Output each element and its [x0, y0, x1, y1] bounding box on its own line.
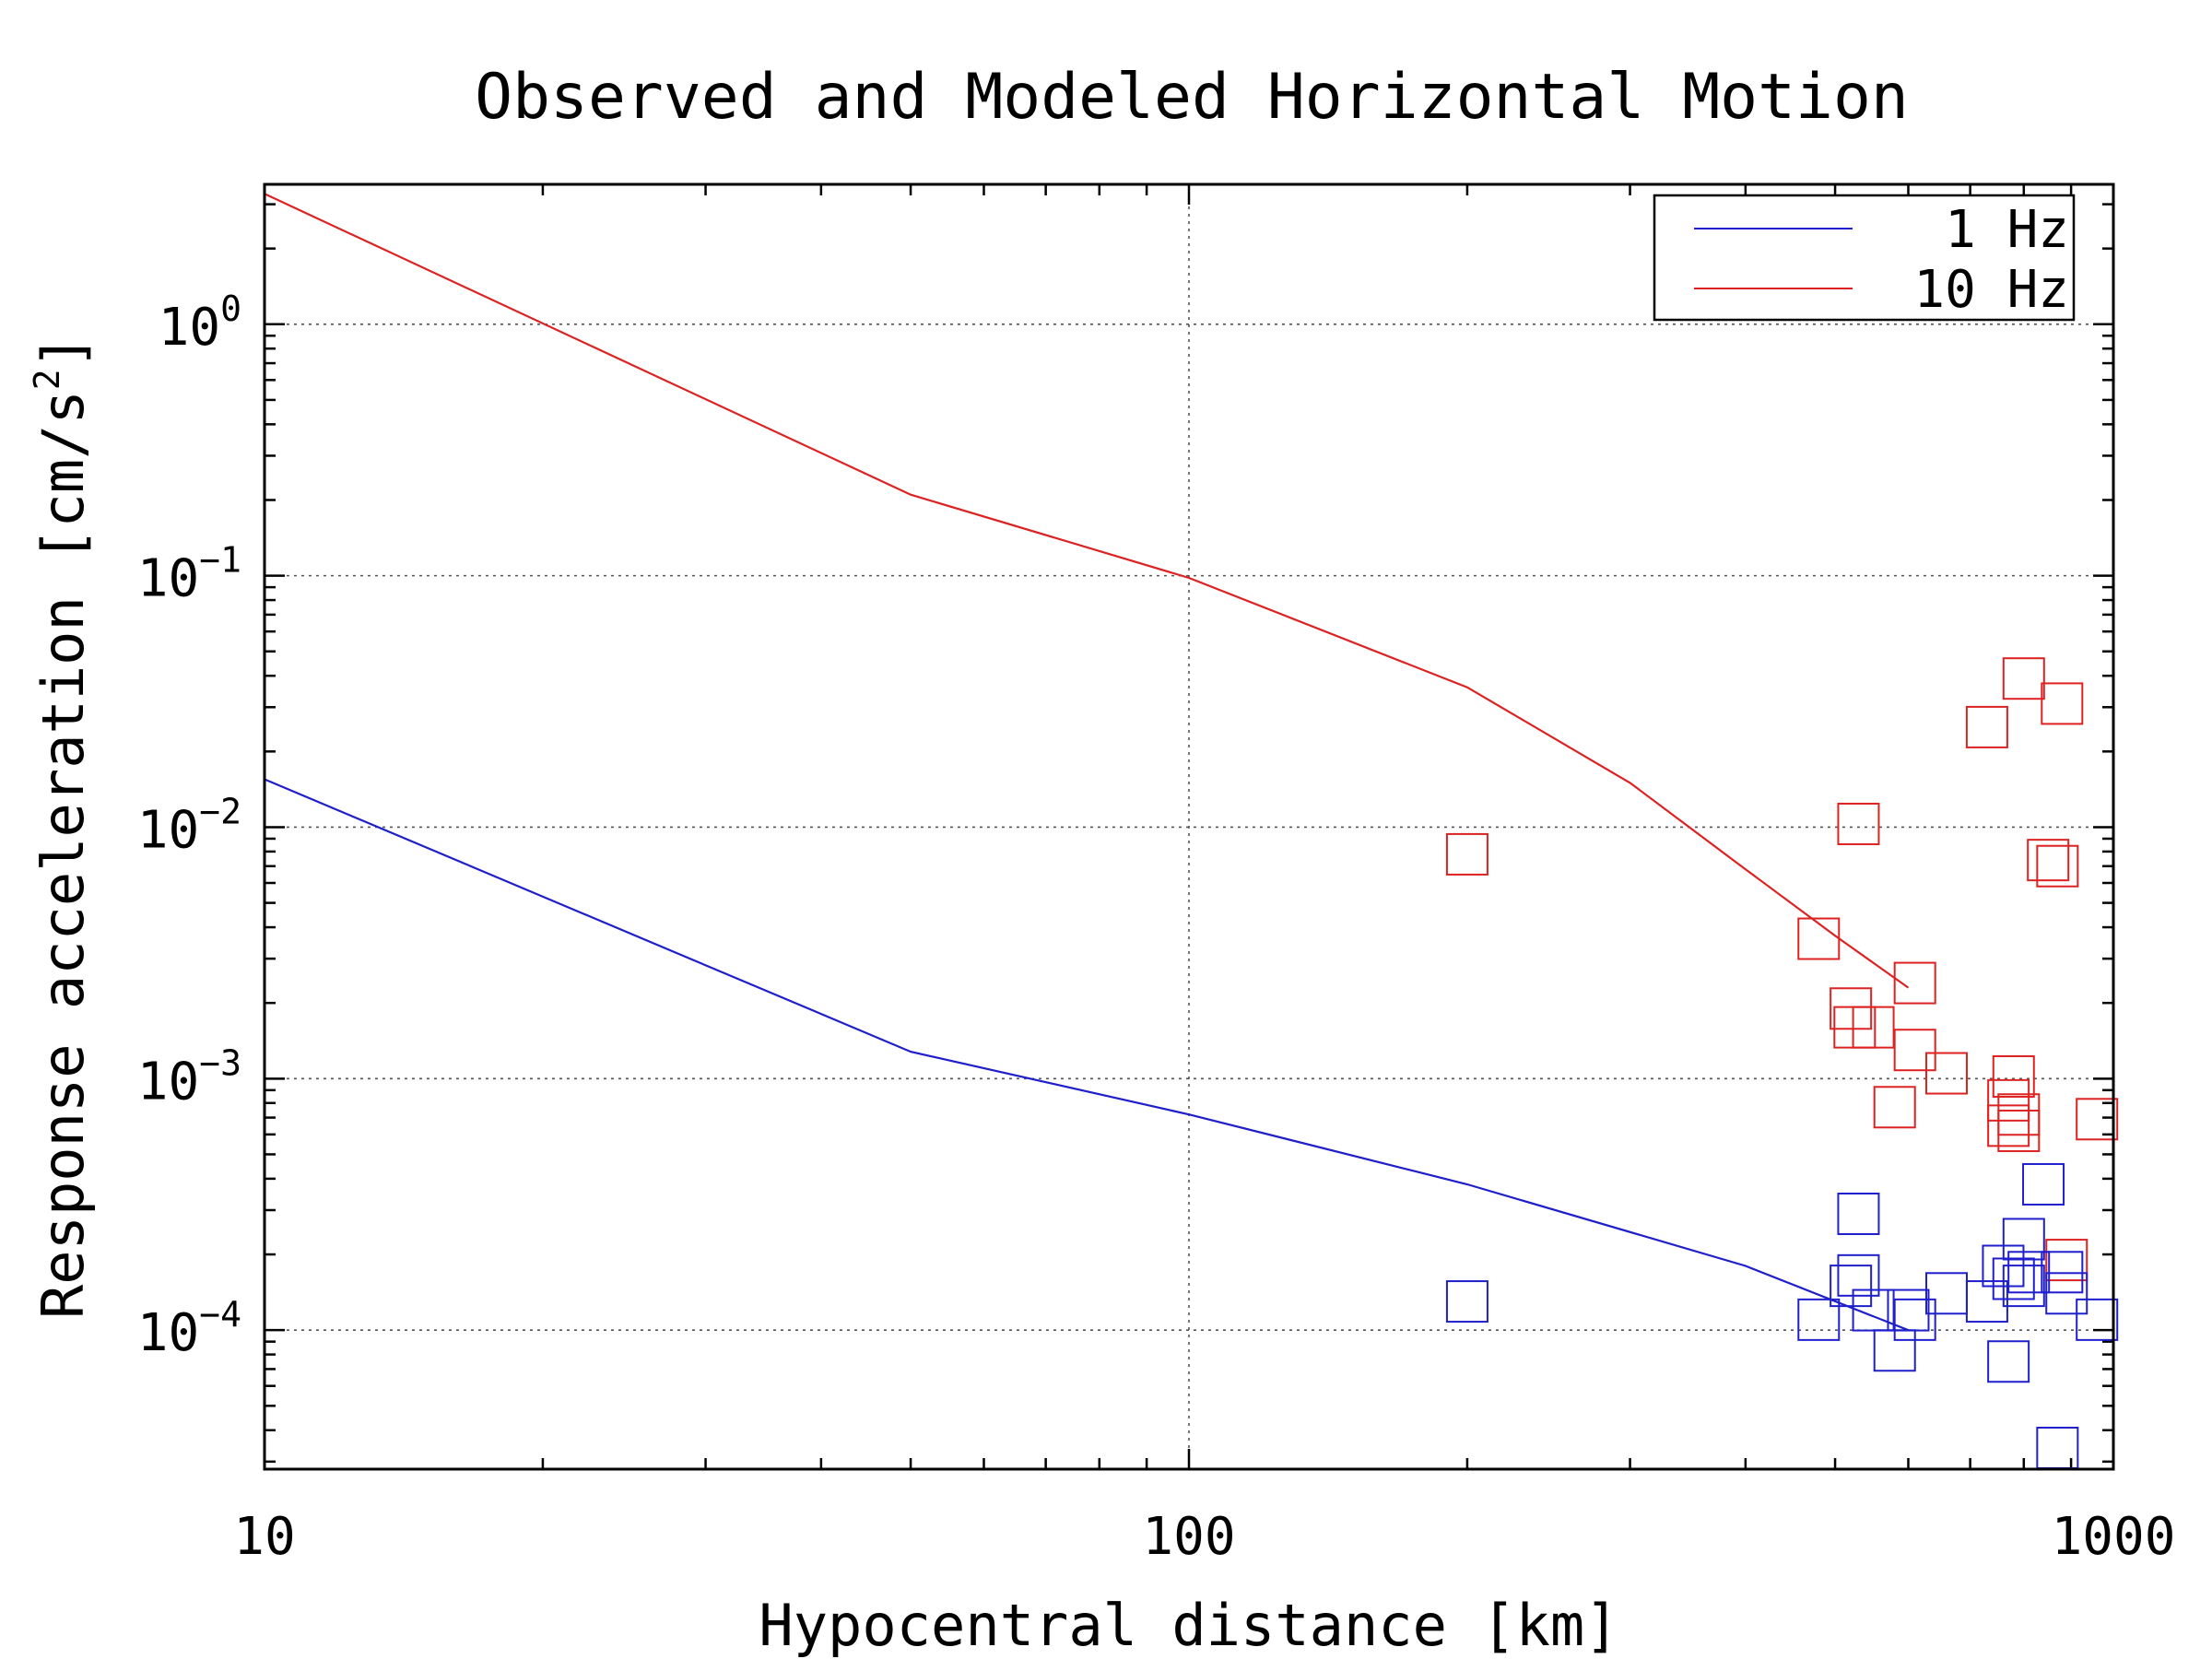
data-point-marker	[1887, 1288, 1930, 1332]
y-tick-label: 10−3	[137, 1042, 241, 1112]
data-point-marker	[1873, 1086, 1916, 1129]
y-tick-labels: 100 10−1 10−2 10−3 10−4	[137, 288, 241, 1363]
legend-box	[1653, 194, 2076, 322]
data-point-marker	[1830, 987, 1873, 1030]
data-point-marker	[2027, 839, 2070, 882]
series-line	[264, 778, 1909, 1332]
plot-series	[264, 193, 2119, 1469]
data-point-marker	[1893, 1298, 1936, 1341]
tick-marks	[263, 184, 2113, 1469]
data-point-marker	[1833, 1006, 1877, 1049]
data-point-marker	[1987, 1104, 2030, 1147]
x-tick-labels: 10 100 1000	[233, 1507, 2175, 1567]
y-tick-label: 100	[159, 288, 241, 358]
legend: 1 Hz 10 Hz	[1653, 194, 2076, 322]
data-point-marker	[1965, 1280, 2008, 1324]
data-point-marker	[2076, 1298, 2119, 1341]
data-point-marker	[2041, 682, 2084, 725]
data-point-marker	[2022, 1162, 2065, 1206]
data-point-marker	[1987, 1078, 2030, 1122]
legend-label-10hz: 10 Hz	[1913, 260, 2069, 320]
data-point-marker	[1445, 1280, 1488, 1324]
data-point-marker	[1925, 1052, 1969, 1095]
y-tick-label: 10−4	[137, 1294, 241, 1363]
grid	[265, 184, 2113, 1469]
x-tick-label: 1000	[2052, 1507, 2176, 1567]
data-point-marker	[1997, 1109, 2041, 1152]
plot-frame	[263, 182, 2115, 1471]
data-point-marker	[2036, 844, 2079, 888]
legend-label-1hz: 1 Hz	[1945, 200, 2069, 260]
data-point-marker	[1837, 802, 1880, 845]
data-point-marker	[1893, 961, 1936, 1005]
data-point-marker	[1925, 1272, 1969, 1315]
data-point-marker	[2002, 657, 2045, 700]
data-point-marker	[1987, 1340, 2030, 1383]
y-tick-label: 10−2	[137, 791, 241, 860]
data-point-marker	[2002, 1218, 2045, 1261]
data-point-marker	[1852, 1288, 1895, 1332]
data-point-marker	[2007, 1251, 2051, 1294]
data-point-marker	[1837, 1192, 1880, 1235]
data-point-marker	[2045, 1272, 2088, 1315]
data-point-marker	[1797, 1298, 1841, 1341]
y-axis-label-sup: 2	[27, 369, 67, 390]
series-line	[264, 193, 1910, 989]
data-point-marker	[2041, 1251, 2084, 1294]
data-point-marker	[2045, 1239, 2088, 1282]
y-axis-label-tail: ]	[29, 335, 97, 369]
svg-text:Response acceleration [cm/s2]: Response acceleration [cm/s2]	[27, 335, 97, 1319]
data-point-marker	[1852, 1006, 1895, 1049]
data-point-marker	[1445, 832, 1488, 876]
x-tick-label: 100	[1142, 1507, 1235, 1567]
data-point-marker	[2002, 1265, 2045, 1308]
y-tick-label: 10−1	[137, 540, 241, 609]
data-point-marker	[1830, 1265, 1873, 1308]
x-axis-label: Hypocentral distance [km]	[759, 1592, 1618, 1659]
data-point-marker	[2076, 1098, 2119, 1141]
data-point-marker	[1837, 1253, 1880, 1297]
y-axis-label: Response acceleration [cm/s2]	[27, 335, 97, 1319]
data-point-marker	[1965, 705, 2008, 748]
data-point-marker	[1797, 917, 1841, 960]
data-point-marker	[1893, 1029, 1936, 1072]
x-tick-label: 10	[233, 1507, 295, 1567]
data-point-marker	[1997, 1093, 2041, 1136]
data-point-marker	[1992, 1054, 2035, 1098]
chart-title: Observed and Modeled Horizontal Motion	[475, 61, 1909, 134]
y-axis-label-main: Response acceleration [cm/s	[29, 390, 97, 1319]
